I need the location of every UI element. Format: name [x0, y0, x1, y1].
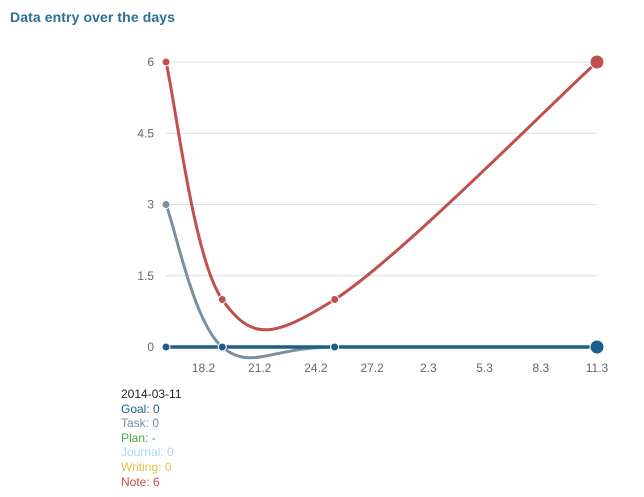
x-tick-label: 21.2: [248, 361, 272, 375]
legend-row-note: Note: 6: [121, 474, 160, 489]
series-line-task: [164, 203, 599, 360]
data-point-goal: [161, 342, 171, 352]
y-tick-label: 6: [147, 55, 154, 69]
x-tick-label: 24.2: [304, 361, 328, 375]
legend-row-journal: Journal: 0: [121, 445, 174, 460]
y-tick-label: 0: [147, 340, 154, 354]
legend-row-task: Task: 0: [121, 416, 160, 431]
legend-date: 2014-03-11: [121, 387, 182, 401]
data-point-note: [589, 54, 605, 70]
legend-row-plan: Plan: -: [121, 430, 156, 445]
x-tick-label: 27.2: [360, 361, 384, 375]
data-point-note: [217, 295, 227, 304]
data-point-task: [161, 200, 171, 209]
y-tick-label: 1.5: [137, 269, 154, 283]
x-tick-label: 2.3: [420, 361, 437, 375]
x-tick-label: 8.3: [532, 361, 549, 375]
data-point-goal: [589, 339, 605, 355]
legend-row-goal: Goal: 0: [121, 401, 160, 416]
x-tick-label: 11.3: [586, 361, 609, 375]
data-point-note: [330, 295, 340, 304]
hover-legend: 2014-03-11 Goal: 0 Task: 0 Plan: - Journ…: [121, 387, 182, 489]
x-tick-label: 5.3: [476, 361, 493, 375]
data-point-goal: [217, 342, 227, 352]
x-tick-label: 18.2: [192, 361, 216, 375]
data-point-goal: [330, 342, 340, 352]
y-tick-label: 4.5: [137, 126, 154, 140]
series-line-note: [164, 60, 599, 332]
legend-row-writing: Writing: 0: [121, 459, 172, 474]
chart-title: Data entry over the days: [10, 9, 176, 25]
y-tick-label: 3: [147, 198, 154, 212]
data-point-note: [161, 57, 171, 67]
